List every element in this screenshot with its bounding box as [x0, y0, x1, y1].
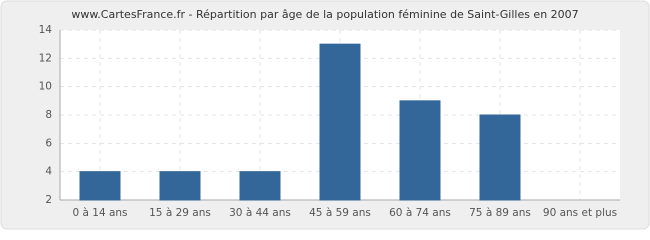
y-tick-label: 6 [45, 137, 52, 149]
bar [159, 171, 201, 201]
bar [319, 43, 361, 201]
y-tick-label: 2 [45, 194, 52, 206]
y-tick-label: 14 [39, 24, 53, 36]
bar [399, 100, 441, 201]
chart: www.CartesFrance.fr - Répartition par âg… [0, 0, 650, 230]
y-tick-label: 8 [45, 109, 52, 121]
x-tick-label: 30 à 44 ans [229, 207, 291, 219]
x-tick-label: 90 ans et plus [543, 207, 617, 219]
y-tick-label: 4 [45, 166, 52, 178]
bar [79, 171, 121, 201]
y-tick-label: 10 [39, 81, 52, 93]
x-tick-label: 75 à 89 ans [469, 207, 531, 219]
bar [239, 171, 281, 201]
x-tick-label: 0 à 14 ans [72, 207, 127, 219]
x-tick-label: 15 à 29 ans [149, 207, 211, 219]
y-tick-label: 12 [39, 52, 52, 64]
chart-title: www.CartesFrance.fr - Répartition par âg… [71, 8, 578, 21]
bar [479, 114, 521, 201]
x-tick-label: 60 à 74 ans [389, 207, 451, 219]
x-tick-label: 45 à 59 ans [309, 207, 371, 219]
